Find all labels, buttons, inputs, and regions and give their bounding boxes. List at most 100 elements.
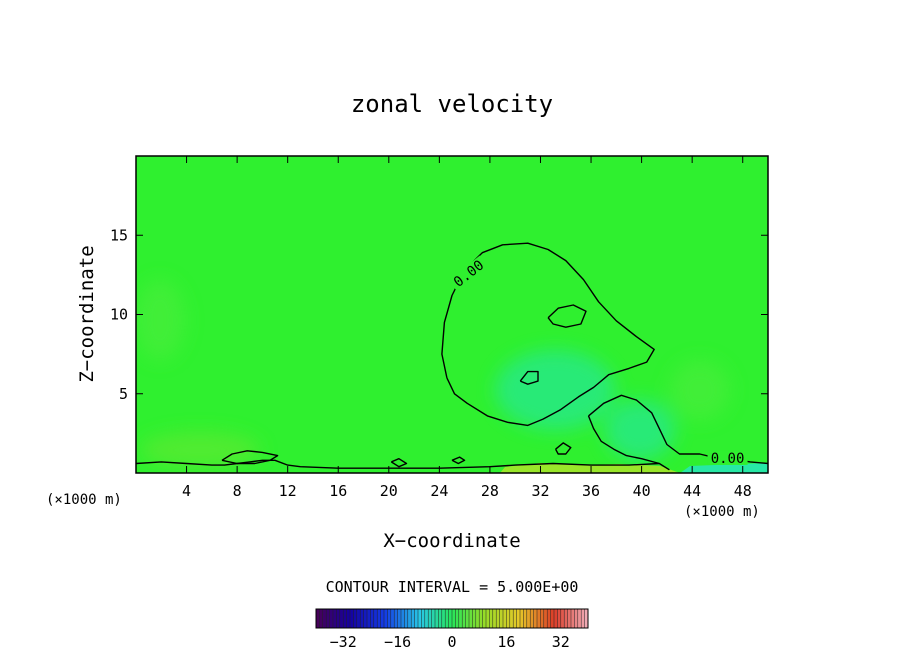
- colorbar-swatch: [516, 609, 521, 628]
- colorbar-swatch: [343, 609, 347, 628]
- colorbar-swatch: [326, 609, 330, 628]
- colorbar-swatch: [465, 609, 470, 628]
- colorbar-swatch: [401, 609, 405, 628]
- x-tick-label: 32: [531, 482, 549, 500]
- contour-label-bg: [707, 450, 748, 465]
- contour-label-bg: [448, 255, 489, 292]
- colorbar-swatch: [397, 609, 402, 628]
- colorbar-swatch: [329, 609, 334, 628]
- colorbar-swatch: [370, 609, 375, 628]
- colorbar-swatch: [373, 609, 378, 628]
- contour-line: [587, 415, 670, 471]
- colorbar-swatch: [360, 609, 364, 628]
- contour-line: [554, 442, 572, 455]
- x-tick-label: 24: [430, 482, 448, 500]
- colorbar-swatch: [455, 609, 460, 628]
- x-tick-label: 16: [329, 482, 347, 500]
- x-tick-label: 48: [734, 482, 752, 500]
- colorbar-swatch: [571, 609, 575, 628]
- chart-title: zonal velocity: [351, 90, 553, 118]
- x-tick-label: 8: [233, 482, 242, 500]
- colorbar-tick-label: 0: [447, 633, 456, 651]
- contour-line: [221, 450, 279, 465]
- colorbar-swatch: [537, 609, 541, 628]
- colorbar-swatch: [394, 609, 398, 628]
- colorbar-swatch: [533, 609, 538, 628]
- y-axis-ticks: 5 10 15: [110, 226, 768, 403]
- colorbar-swatch: [540, 609, 545, 628]
- colorbar-swatch: [489, 609, 494, 628]
- x-tick-label: 12: [279, 482, 297, 500]
- colorbar-swatch: [469, 609, 473, 628]
- shade-lower-right: [605, 400, 675, 460]
- colorbar-swatch: [380, 609, 385, 628]
- contour-line: [136, 459, 660, 469]
- colorbar-swatch: [550, 609, 555, 628]
- colorbar-swatch: [574, 609, 579, 628]
- colorbar-swatch: [479, 609, 483, 628]
- colorbar-swatch: [377, 609, 381, 628]
- colorbar-swatch: [441, 609, 446, 628]
- colorbar-swatch: [387, 609, 392, 628]
- y-tick-label: 15: [110, 226, 128, 244]
- colorbar-frame: [315, 608, 589, 629]
- x-axis-title: X−coordinate: [383, 530, 520, 552]
- x-tick-label: 4: [182, 482, 191, 500]
- colorbar-swatch: [336, 609, 341, 628]
- colorbar: [315, 609, 589, 628]
- colorbar-swatch: [431, 609, 436, 628]
- contour-interval-label: CONTOUR INTERVAL = 5.000E+00: [326, 578, 579, 596]
- shade-bottom-left: [140, 432, 260, 468]
- colorbar-swatch: [319, 609, 324, 628]
- colorbar-swatch: [452, 609, 456, 628]
- colorbar-swatch: [472, 609, 477, 628]
- y-tick-label: 5: [119, 385, 128, 403]
- colorbar-swatch: [584, 609, 589, 628]
- x-tick-label: 40: [633, 482, 651, 500]
- colorbar-swatch: [499, 609, 504, 628]
- colorbar-swatch: [428, 609, 432, 628]
- colorbar-swatch: [411, 609, 415, 628]
- y-axis-title: Z−coordinate: [76, 245, 98, 382]
- colorbar-swatch: [458, 609, 463, 628]
- colorbar-swatch: [496, 609, 500, 628]
- x-axis-ticks: 4 8 12 16 20 24 28 32 36 40 44 48: [182, 156, 752, 500]
- colorbar-swatch: [339, 609, 344, 628]
- colorbar-swatch: [492, 609, 497, 628]
- colorbar-swatch: [530, 609, 534, 628]
- colorbar-swatch: [333, 609, 337, 628]
- x-tick-label: 44: [683, 482, 701, 500]
- colorbar-swatch: [418, 609, 422, 628]
- shade-core: [495, 350, 615, 430]
- colorbar-swatch: [445, 609, 449, 628]
- colorbar-swatch: [346, 609, 351, 628]
- shade-left: [136, 280, 185, 360]
- plot-area: 0.000.00: [136, 156, 768, 473]
- x-unit-label-left: (×1000 m): [46, 492, 122, 508]
- contour-line: [451, 456, 466, 465]
- colorbar-swatch: [509, 609, 514, 628]
- colorbar-swatch: [350, 609, 354, 628]
- colorbar-swatch: [435, 609, 439, 628]
- colorbar-swatch: [414, 609, 419, 628]
- contour-line: [519, 370, 539, 385]
- near-surface-band-right: [680, 463, 768, 473]
- near-surface-band: [500, 463, 680, 473]
- contour-line: [547, 304, 587, 328]
- field-shading: [136, 280, 730, 468]
- colorbar-swatch: [424, 609, 429, 628]
- colorbar-swatch: [543, 609, 548, 628]
- colorbar-swatch: [363, 609, 368, 628]
- colorbar-swatch: [421, 609, 426, 628]
- colorbar-swatch: [367, 609, 371, 628]
- x-unit-label-right: (×1000 m): [684, 504, 760, 520]
- colorbar-swatch: [353, 609, 358, 628]
- colorbar-swatch: [462, 609, 466, 628]
- x-tick-label: 28: [481, 482, 499, 500]
- colorbar-swatch: [322, 609, 327, 628]
- colorbar-swatch: [581, 609, 585, 628]
- colorbar-swatch: [567, 609, 572, 628]
- colorbar-swatch: [554, 609, 558, 628]
- contour-line: [390, 458, 408, 468]
